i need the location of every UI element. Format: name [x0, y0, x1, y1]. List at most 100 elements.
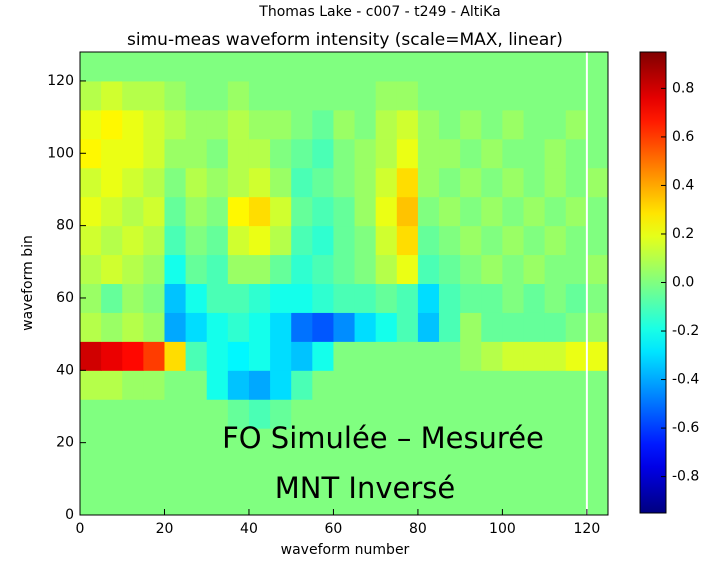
- heatmap-cell: [565, 167, 588, 198]
- heatmap-cell: [185, 167, 208, 198]
- heatmap-cell: [291, 283, 313, 313]
- x-tick-label: 40: [240, 521, 258, 537]
- heatmap-cell: [143, 341, 165, 371]
- heatmap-cell: [101, 167, 123, 198]
- heatmap-cell: [354, 225, 377, 256]
- heatmap-cell: [312, 486, 334, 516]
- heatmap-cell: [185, 225, 208, 256]
- heatmap-cell: [333, 457, 356, 487]
- heatmap-cell: [544, 341, 567, 371]
- heatmap-cell: [502, 138, 525, 169]
- heatmap-cell: [439, 283, 461, 313]
- heatmap-cell: [523, 399, 546, 429]
- heatmap-cell: [502, 428, 525, 458]
- heatmap-cell: [481, 196, 503, 227]
- heatmap-cell: [502, 399, 525, 429]
- heatmap-cell: [586, 399, 609, 429]
- heatmap-cell: [375, 283, 398, 313]
- heatmap-cell: [291, 370, 313, 400]
- heatmap-cell: [227, 341, 250, 371]
- heatmap-cell: [354, 370, 377, 400]
- heatmap-cell: [227, 138, 250, 169]
- heatmap-cell: [417, 52, 440, 82]
- heatmap-cell: [565, 196, 588, 227]
- heatmap-cell: [333, 341, 356, 371]
- x-tick-label: 0: [76, 521, 85, 537]
- heatmap-cell: [333, 109, 356, 140]
- heatmap-cell: [460, 341, 482, 371]
- heatmap-cell: [333, 52, 356, 82]
- heatmap-cell: [80, 167, 102, 198]
- heatmap-cell: [312, 370, 334, 400]
- heatmap-cell: [354, 138, 377, 169]
- heatmap-cell: [544, 167, 567, 198]
- colorbar-tick-label: 0.2: [672, 226, 694, 242]
- heatmap-cell: [270, 225, 292, 256]
- colorbar-tick-label: -0.2: [672, 323, 699, 339]
- heatmap-cell: [248, 80, 271, 111]
- heatmap-cell: [586, 109, 609, 140]
- heatmap-cell: [80, 428, 102, 458]
- heatmap-cell: [439, 428, 461, 458]
- heatmap-cell: [396, 109, 419, 140]
- heatmap-cell: [101, 399, 123, 429]
- y-tick-label: 40: [56, 362, 74, 378]
- heatmap-cell: [185, 457, 208, 487]
- heatmap-cell: [206, 109, 229, 140]
- heatmap-cell: [565, 457, 588, 487]
- heatmap-cell: [101, 52, 123, 82]
- heatmap-cell: [396, 196, 419, 227]
- heatmap-cell: [565, 138, 588, 169]
- heatmap-cell: [354, 167, 377, 198]
- heatmap-cell: [80, 109, 102, 140]
- heatmap-cell: [439, 370, 461, 400]
- heatmap-cell: [206, 254, 229, 284]
- heatmap-cell: [80, 399, 102, 429]
- heatmap-cell: [291, 225, 313, 256]
- heatmap-cell: [439, 254, 461, 284]
- heatmap-cell: [270, 167, 292, 198]
- heatmap-cell: [164, 52, 187, 82]
- heatmap-cell: [164, 167, 187, 198]
- heatmap-cell: [206, 167, 229, 198]
- heatmap-cell: [460, 486, 482, 516]
- heatmap-cell: [333, 80, 356, 111]
- heatmap-cell: [291, 341, 313, 371]
- heatmap-cell: [143, 370, 165, 400]
- heatmap-cell: [143, 225, 165, 256]
- heatmap-cell: [312, 196, 334, 227]
- heatmap-cell: [248, 167, 271, 198]
- heatmap-cell: [586, 457, 609, 487]
- heatmap-cell: [417, 486, 440, 516]
- heatmap-cell: [375, 254, 398, 284]
- heatmap-cell: [396, 283, 419, 313]
- heatmap-cell: [375, 167, 398, 198]
- heatmap-cell: [502, 52, 525, 82]
- heatmap-cell: [164, 109, 187, 140]
- heatmap-cell: [354, 80, 377, 111]
- heatmap-cell: [417, 457, 440, 487]
- heatmap-cell: [206, 370, 229, 400]
- heatmap-cell: [586, 254, 609, 284]
- heatmap-cell: [206, 457, 229, 487]
- suptitle: Thomas Lake - c007 - t249 - AltiKa: [258, 4, 500, 20]
- heatmap-cell: [460, 167, 482, 198]
- heatmap-cell: [291, 428, 313, 458]
- heatmap-cell: [375, 138, 398, 169]
- heatmap-cell: [417, 138, 440, 169]
- heatmap-cell: [523, 457, 546, 487]
- heatmap-cell: [122, 196, 144, 227]
- heatmap-cell: [460, 399, 482, 429]
- heatmap-cell: [544, 312, 567, 342]
- heatmap-cell: [143, 109, 165, 140]
- heatmap-cell: [227, 399, 250, 429]
- heatmap-cell: [523, 283, 546, 313]
- heatmap-cell: [502, 225, 525, 256]
- heatmap-cell: [375, 52, 398, 82]
- heatmap-cell: [270, 486, 292, 516]
- heatmap-cell: [80, 341, 102, 371]
- heatmap-cell: [248, 370, 271, 400]
- colorbar-tick-label: 0.4: [672, 177, 694, 193]
- x-tick-label: 120: [574, 521, 601, 537]
- colorbar-tick-label: -0.6: [672, 420, 699, 436]
